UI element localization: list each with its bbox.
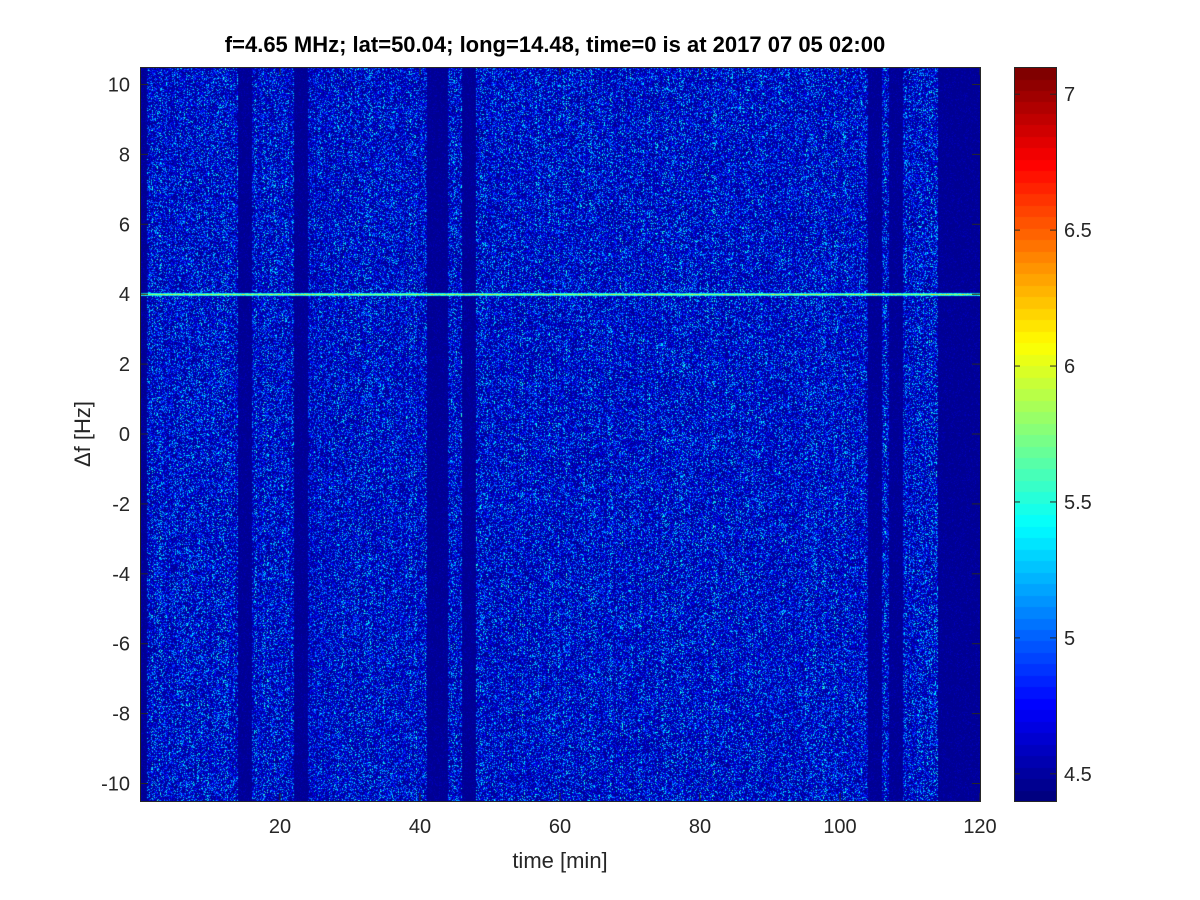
x-tick-label: 20 — [269, 816, 291, 838]
x-tick-label: 120 — [963, 816, 996, 838]
y-tick-label: 8 — [119, 144, 130, 166]
chart-title: f=4.65 MHz; lat=50.04; long=14.48, time=… — [225, 32, 885, 57]
y-tick-label: 10 — [108, 74, 130, 96]
plot-frame — [140, 67, 981, 802]
y-tick-label: -10 — [101, 774, 130, 796]
x-axis-ticks: 20 40 60 80 100 120 — [269, 67, 997, 838]
y-axis-ticks: -10 -8 -6 -4 -2 0 2 4 6 8 10 — [101, 74, 980, 796]
y-axis-label: Δf [Hz] — [70, 401, 95, 467]
y-tick-label: 2 — [119, 354, 130, 376]
y-tick-label: -4 — [112, 564, 130, 586]
y-tick-label: 6 — [119, 214, 130, 236]
colorbar-tick-label: 6 — [1064, 356, 1075, 378]
y-tick-label: -2 — [112, 494, 130, 516]
x-tick-label: 80 — [689, 816, 711, 838]
colorbar-frame — [1014, 67, 1057, 802]
colorbar-tick-label: 4.5 — [1064, 764, 1092, 786]
y-tick-label: -6 — [112, 634, 130, 656]
colorbar-gradient — [1014, 67, 1056, 801]
y-tick-label: 4 — [119, 284, 130, 306]
colorbar-tick-label: 7 — [1064, 84, 1075, 106]
x-tick-label: 60 — [549, 816, 571, 838]
x-tick-label: 100 — [823, 816, 856, 838]
colorbar-tick-label: 6.5 — [1064, 220, 1092, 242]
colorbar-tick-label: 5.5 — [1064, 492, 1092, 514]
spectrogram-heatmap — [140, 67, 980, 801]
x-axis-label: time [min] — [512, 848, 607, 873]
y-tick-label: 0 — [119, 424, 130, 446]
x-tick-label: 40 — [409, 816, 431, 838]
colorbar-tick-label: 5 — [1064, 628, 1075, 650]
colorbar-ticks: 4.5 5 5.5 6 6.5 7 — [1014, 84, 1092, 786]
y-tick-label: -8 — [112, 704, 130, 726]
